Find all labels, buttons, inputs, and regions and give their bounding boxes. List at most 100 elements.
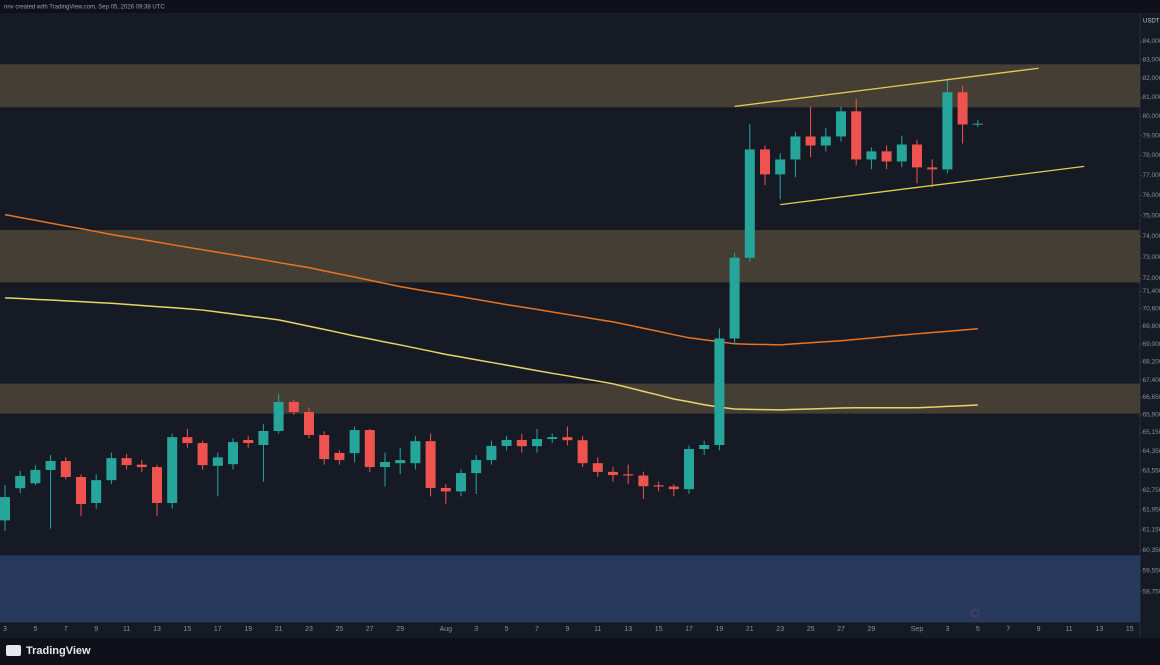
candle-body: [699, 444, 710, 450]
x-tick-label: 9: [1037, 626, 1041, 633]
x-tick-label: 15: [184, 626, 192, 633]
header-bar: [0, 0, 1160, 13]
candle-body: [836, 111, 846, 137]
y-tick-label: 62,750: [1143, 487, 1160, 494]
zone: [0, 555, 1140, 622]
y-tick-label: 80,000: [1143, 113, 1160, 120]
zone: [0, 64, 1140, 108]
x-tick-label: 13: [153, 626, 161, 633]
y-tick-label: 66,650: [1143, 394, 1160, 401]
y-tick-label: 82,000: [1143, 75, 1160, 82]
candle-body: [684, 449, 694, 490]
candle-body: [410, 441, 421, 464]
x-tick-label: 9: [94, 626, 98, 633]
y-tick-label: 74,000: [1143, 233, 1160, 240]
candle-body: [304, 411, 314, 436]
y-tick-label: 64,350: [1143, 448, 1160, 455]
x-tick-label: 17: [214, 626, 222, 633]
candle-body: [790, 136, 801, 160]
x-tick-label: 7: [535, 626, 539, 633]
y-tick-label: 70,600: [1143, 305, 1160, 312]
candle-body: [912, 144, 922, 168]
candle-body: [501, 439, 512, 446]
candle-body: [653, 485, 664, 487]
zone: [0, 383, 1140, 414]
candle-body: [152, 467, 162, 503]
candle-body: [440, 487, 451, 492]
x-tick-label: 13: [1096, 626, 1104, 633]
candle-body: [319, 435, 330, 460]
x-tick-label: 15: [655, 626, 663, 633]
candle-body: [228, 442, 238, 465]
candle-body: [623, 474, 634, 476]
y-tick-label: 60,350: [1143, 547, 1160, 554]
currency-label: USDT: [1143, 19, 1160, 25]
candle-body: [729, 257, 740, 339]
y-tick-label: 61,150: [1143, 527, 1160, 534]
candle-body: [15, 476, 26, 489]
y-tick-label: 68,200: [1143, 359, 1160, 366]
candle-body: [197, 443, 208, 466]
y-tick-label: 69,000: [1143, 341, 1160, 348]
y-tick-label: 73,000: [1143, 254, 1160, 261]
x-tick-label: 3: [945, 626, 949, 633]
candle-body: [760, 149, 770, 175]
candle-body: [577, 440, 588, 464]
y-tick-label: 84,000: [1143, 38, 1160, 45]
candle-body: [380, 461, 390, 468]
candle-body: [0, 497, 10, 521]
y-tick-label: 79,000: [1143, 132, 1160, 139]
x-tick-label: 19: [244, 626, 252, 633]
y-tick-label: 83,000: [1143, 56, 1160, 63]
candle-body: [182, 437, 193, 444]
x-tick-label: 5: [976, 626, 980, 633]
candle-body: [91, 480, 102, 503]
candle-body: [486, 445, 497, 461]
candle-body: [258, 430, 269, 445]
candle-body: [136, 464, 147, 468]
y-tick-label: 76,000: [1143, 192, 1160, 199]
candle-body: [212, 457, 223, 466]
candle-body: [30, 469, 41, 484]
x-tick-label: 13: [624, 626, 632, 633]
candle-body: [334, 452, 345, 461]
x-tick-label: 23: [776, 626, 784, 633]
x-tick-label: 27: [837, 626, 845, 633]
x-tick-label: 27: [366, 626, 374, 633]
x-tick-label: 11: [123, 626, 130, 633]
candle-body: [820, 136, 831, 146]
y-tick-label: 71,400: [1143, 288, 1160, 295]
candle-body: [45, 461, 56, 470]
candle-body: [562, 437, 573, 441]
candle-body: [592, 463, 603, 472]
x-tick-label: 7: [64, 626, 68, 633]
candle-body: [927, 167, 938, 170]
x-tick-label: 7: [1006, 626, 1010, 633]
x-tick-label: 3: [3, 626, 7, 633]
candle-body: [471, 460, 482, 474]
candle-body: [668, 486, 679, 490]
y-tick-label: 65,150: [1143, 429, 1160, 436]
zone: [0, 230, 1140, 283]
x-tick-label: 21: [275, 626, 283, 633]
y-axis-panel: [1140, 13, 1160, 638]
x-tick-label: 5: [33, 626, 37, 633]
x-tick-label: Sep: [911, 626, 924, 633]
candle-body: [273, 401, 284, 431]
candle-body: [866, 151, 877, 160]
x-tick-label: 25: [807, 626, 815, 633]
footer-bar: [0, 638, 1160, 665]
candle-body: [395, 460, 406, 464]
y-tick-label: 81,000: [1143, 94, 1160, 101]
y-tick-label: 65,900: [1143, 412, 1160, 419]
y-tick-label: 61,950: [1143, 507, 1160, 514]
candle-body: [243, 439, 254, 444]
candle-body: [638, 475, 649, 487]
x-tick-label: 29: [396, 626, 404, 633]
x-tick-label: 29: [868, 626, 876, 633]
candle-body: [896, 144, 907, 162]
candle-body: [121, 458, 132, 466]
candle-body: [547, 437, 558, 440]
